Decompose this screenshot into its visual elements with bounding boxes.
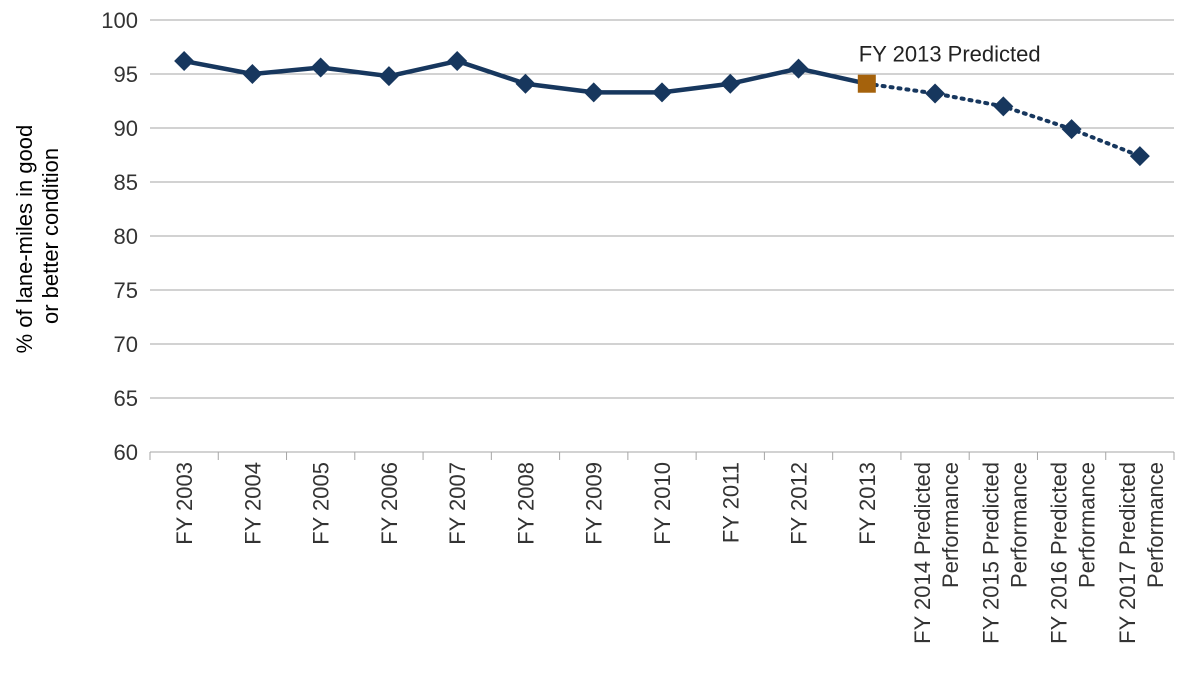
series-line [864,81,1142,159]
y-tick-label: 65 [114,386,138,411]
gridlines [149,19,1175,460]
data-point-marker [378,66,399,87]
x-tick-label: FY 2007 [445,462,470,545]
data-point-marker [174,51,195,72]
data-point-marker [652,82,672,103]
data-point-marker [1129,146,1150,167]
y-axis-title-line-1: % of lane-miles in good [12,125,37,354]
y-axis-title: % of lane-miles in good or better condit… [12,119,63,354]
data-point-marker [993,96,1014,117]
data-point-marker [310,57,331,78]
y-tick-label: 100 [101,8,138,33]
x-tick-label: FY 2014 Predicted [910,462,935,644]
x-tick-label: FY 2008 [513,462,538,545]
x-tick-label: FY 2011 [718,462,743,543]
highlight-marker [857,74,876,93]
y-tick-label: 70 [114,332,138,357]
data-point-marker [242,64,263,84]
y-tick-label: 75 [114,278,138,303]
y-tick-label: 80 [114,224,138,249]
x-tick-label: FY 2010 [650,462,675,545]
annotations: FY 2013 Predicted [859,42,1041,67]
x-tick-label: Performance [1006,462,1031,588]
data-point-marker [515,73,536,94]
x-tick-label: FY 2005 [309,462,334,545]
x-tick-label: FY 2006 [377,462,402,545]
x-tick-label: FY 2017 Predicted [1115,462,1140,644]
data-point-marker [1061,119,1082,140]
x-tick-label: Performance [938,462,963,588]
y-tick-label: 85 [114,170,138,195]
data-point-marker [720,73,741,94]
x-tick-label: FY 2003 [172,462,197,545]
annotation-label: FY 2013 Predicted [859,42,1041,67]
x-tick-label: FY 2016 Predicted [1047,462,1072,644]
data-point-marker [447,51,468,72]
data-point-marker [788,58,809,79]
x-axis-tick-labels: FY 2003 FY 2004 FY 2005 FY 2006 FY 2007 FY 20… [172,462,1168,644]
x-tick-label: FY 2013 [855,462,880,545]
x-tick-label: FY 2004 [240,462,265,545]
y-axis-tick-labels: 60 65 70 75 80 85 90 95 100 [101,8,138,465]
x-tick-label: FY 2012 [787,462,812,545]
data-point-marker [583,82,604,103]
data-point-marker [925,83,946,104]
x-tick-label: Performance [1075,462,1100,588]
y-tick-label: 90 [114,116,138,141]
x-tick-label: FY 2015 Predicted [978,462,1003,644]
y-axis-title-line-2: or better condition [38,148,63,324]
y-tick-label: 60 [114,440,138,465]
series-markers [174,51,1150,167]
y-tick-label: 95 [114,62,138,87]
x-tick-label: FY 2009 [582,462,607,545]
x-tick-label: Performance [1143,462,1168,588]
